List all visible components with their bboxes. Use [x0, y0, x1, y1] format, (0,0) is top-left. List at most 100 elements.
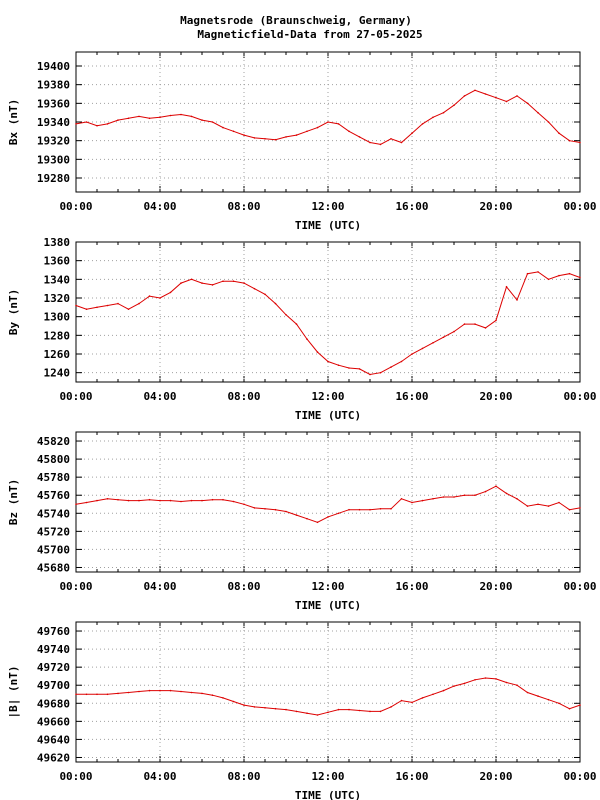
data-point: [96, 306, 98, 309]
x-tick-label: 12:00: [311, 770, 344, 783]
data-point: [327, 121, 329, 123]
data-point: [337, 364, 340, 367]
data-point: [558, 702, 560, 705]
y-tick-label: 45760: [37, 489, 70, 502]
data-point: [558, 274, 560, 277]
data-point: [453, 330, 455, 333]
data-point: [295, 323, 298, 325]
data-point: [526, 102, 529, 105]
x-tick-label: 04:00: [143, 390, 176, 403]
data-point: [337, 708, 340, 711]
data-point: [117, 119, 119, 121]
y-tick-label: 1300: [44, 311, 71, 324]
data-point: [159, 689, 161, 692]
data-point: [96, 499, 98, 502]
data-point: [369, 508, 371, 511]
data-point: [190, 691, 193, 694]
data-point: [75, 693, 77, 696]
x-axis-label: TIME (UTC): [295, 599, 361, 612]
data-point: [253, 287, 256, 290]
data-point: [75, 304, 77, 307]
panel-3: 45680 45700 45720 45740 45760 45780 45800 45820…: [7, 431, 597, 612]
data-point: [516, 684, 518, 686]
data-point: [169, 114, 172, 117]
data-point: [348, 367, 350, 369]
panel-2: 1240 1260 1280 1300 1320 1340 1360 1380 00:00 04:…: [7, 236, 597, 422]
data-point: [243, 134, 245, 136]
data-point: [106, 123, 109, 125]
data-point: [432, 342, 434, 344]
data-point: [390, 366, 392, 368]
data-point: [222, 498, 224, 501]
data-point: [568, 508, 571, 511]
data-point: [474, 323, 476, 325]
data-point: [264, 138, 266, 140]
data-point: [222, 126, 224, 129]
data-point: [211, 284, 214, 286]
y-tick-label: 49680: [37, 697, 70, 710]
data-point: [516, 95, 518, 97]
y-axis-label: |B| (nT): [7, 666, 20, 719]
x-tick-label: 00:00: [563, 390, 596, 403]
data-point: [180, 690, 182, 693]
data-point: [400, 141, 403, 144]
data-point: [159, 116, 161, 119]
data-point: [358, 508, 361, 511]
x-tick-label: 00:00: [59, 390, 92, 403]
y-tick-label: 1380: [44, 236, 71, 249]
data-point: [453, 496, 455, 498]
data-point: [463, 95, 466, 97]
data-point: [232, 700, 235, 703]
data-point: [85, 121, 88, 123]
data-point: [495, 678, 497, 680]
data-point: [285, 314, 287, 316]
data-point: [484, 327, 487, 329]
y-axis-label: Bx (nT): [7, 99, 20, 145]
x-axis-label: TIME (UTC): [295, 219, 361, 232]
data-point: [379, 710, 382, 713]
y-tick-label: 45740: [37, 507, 70, 520]
data-point: [274, 302, 277, 305]
data-point: [106, 693, 109, 696]
data-point: [180, 282, 182, 284]
data-point: [159, 297, 161, 299]
panels-group: 19280 19300 19320 19340 19360 19380 19400 00:00…: [7, 51, 597, 800]
data-point: [169, 689, 172, 692]
x-tick-label: 16:00: [395, 390, 428, 403]
data-point: [127, 117, 130, 120]
data-point: [96, 124, 98, 127]
data-point: [316, 126, 319, 129]
data-point: [274, 707, 277, 710]
y-tick-label: 19400: [37, 60, 70, 73]
data-point: [264, 293, 266, 296]
data-point: [159, 499, 161, 502]
data-point: [474, 89, 476, 92]
plot-frame: [75, 241, 581, 383]
y-tick-label: 45680: [37, 561, 70, 574]
plot-frame: [75, 621, 581, 763]
y-axis-label: By (nT): [7, 289, 20, 335]
data-point: [169, 291, 172, 294]
data-series-line: [75, 271, 581, 376]
data-point: [358, 368, 361, 370]
y-tick-label: 1340: [44, 273, 71, 286]
x-tick-label: 16:00: [395, 200, 428, 213]
data-point: [295, 514, 298, 516]
data-point: [484, 490, 487, 493]
y-tick-label: 45780: [37, 471, 70, 484]
data-point: [358, 136, 361, 138]
data-series-line: [76, 677, 581, 716]
data-point: [232, 280, 235, 283]
data-point: [526, 272, 529, 275]
data-point: [369, 710, 371, 713]
data-point: [201, 499, 203, 502]
data-point: [505, 492, 508, 495]
data-point: [211, 694, 214, 696]
data-point: [138, 115, 140, 118]
data-point: [138, 690, 140, 693]
panel-4: 49620 49640 49660 49680 49700 49720 49740 49760…: [7, 621, 597, 800]
data-point: [526, 505, 529, 507]
x-tick-label: 20:00: [479, 770, 512, 783]
data-point: [348, 130, 350, 133]
data-point: [148, 295, 151, 297]
